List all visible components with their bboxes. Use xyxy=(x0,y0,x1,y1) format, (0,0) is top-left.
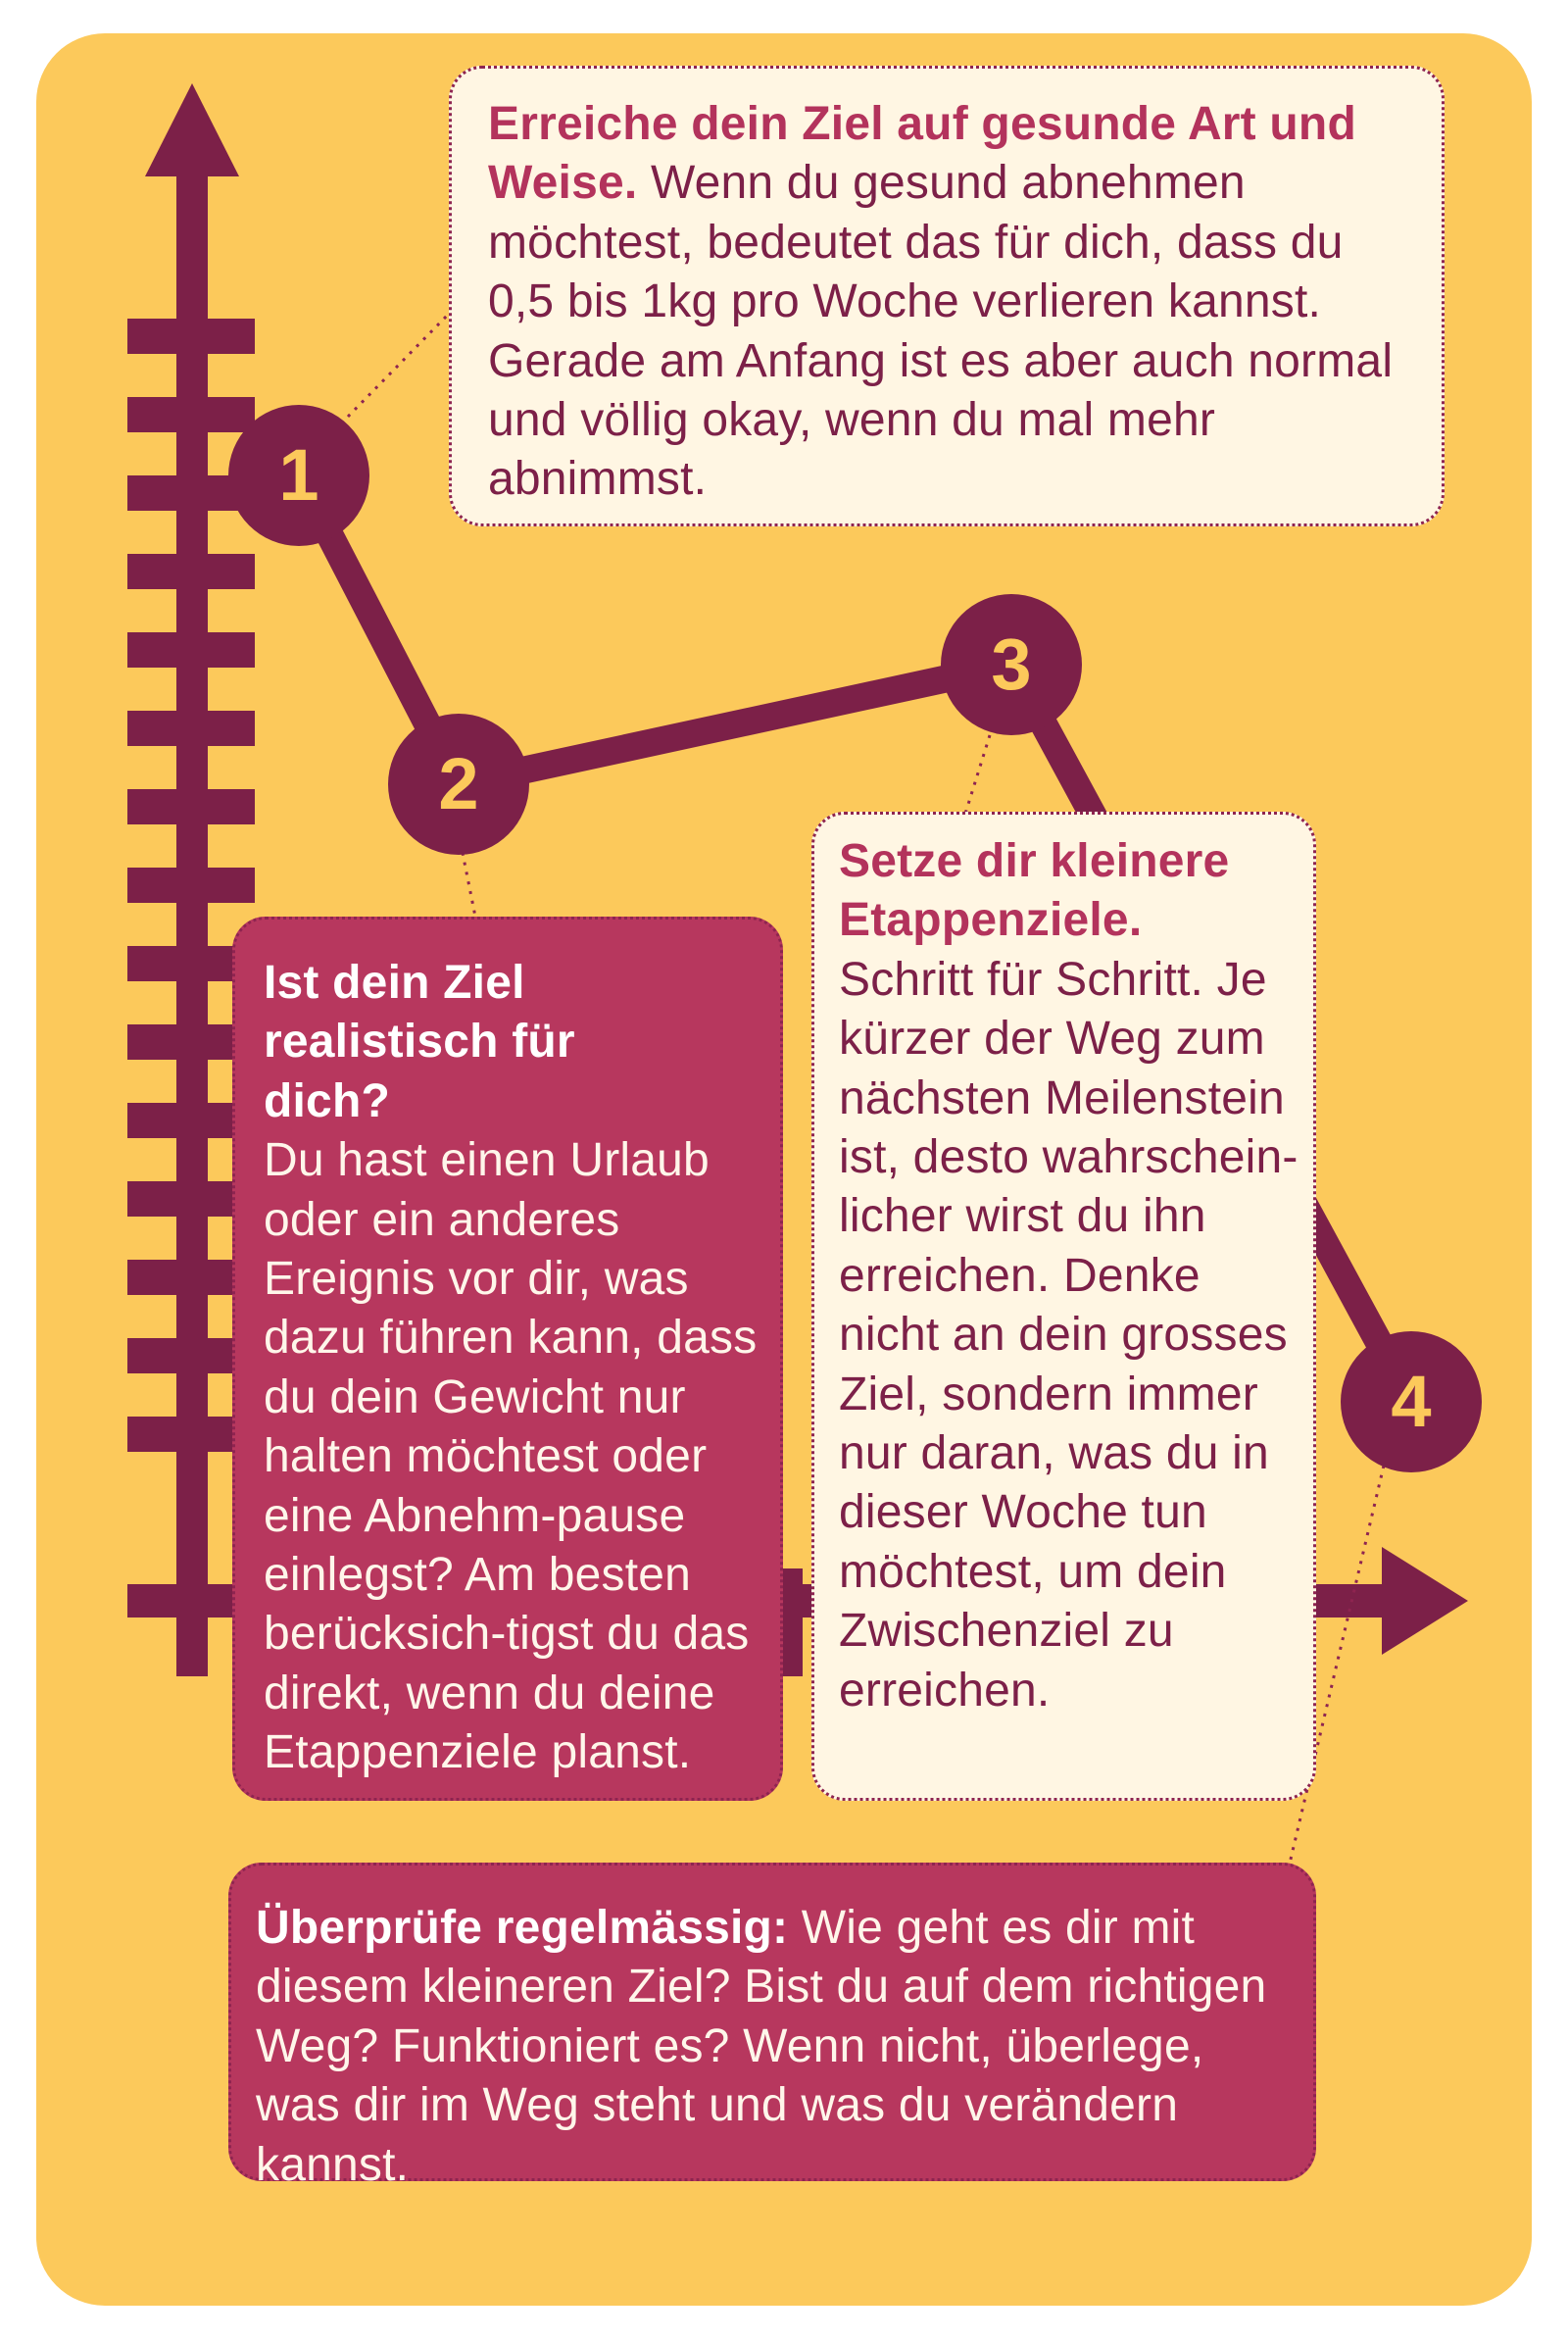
step-3-marker: 3 xyxy=(941,594,1082,735)
x-axis-arrow-icon xyxy=(1382,1547,1468,1655)
y-axis-tick xyxy=(127,554,255,589)
step-1-text: Erreiche dein Ziel auf gesunde Art und W… xyxy=(488,95,1422,510)
step-1-body: Wenn du gesund abnehmen möchtest, bedeut… xyxy=(488,157,1394,506)
step-4-marker: 4 xyxy=(1341,1331,1482,1472)
step-1-marker: 1 xyxy=(228,405,369,546)
y-axis-tick xyxy=(127,868,255,903)
step-2-box: Ist dein Ziel realistisch für dich? Du ha… xyxy=(232,917,783,1801)
y-axis-ticks xyxy=(127,319,255,1452)
step-2-text: Ist dein Ziel realistisch für dich? Du ha… xyxy=(264,954,766,1783)
step-4-body: Wie geht es dir mit diesem kleineren Zie… xyxy=(256,1902,1267,2191)
leader-lines xyxy=(346,312,1386,1868)
step-3-heading: Setze dir kleinere Etappenziele. xyxy=(839,835,1230,947)
step-1-heading: Erreiche dein Ziel auf gesunde Art und W… xyxy=(488,98,1356,210)
step-3-text: Setze dir kleinere Etappenziele. Schritt … xyxy=(839,832,1301,1720)
y-axis xyxy=(127,83,255,1676)
y-axis-arrow-icon xyxy=(145,83,239,176)
step-2-heading: Ist dein Ziel realistisch für dich? xyxy=(264,957,575,1127)
step-2-body: Du hast einen Urlaub oder ein anderes Er… xyxy=(264,1134,758,1779)
step-2-marker: 2 xyxy=(388,714,529,855)
step-4-text: Überprüfe regelmässig: Wie geht es dir m… xyxy=(256,1899,1292,2195)
y-axis-tick xyxy=(127,319,255,354)
step-3-body: Schritt für Schritt. Je kürzer der Weg z… xyxy=(839,953,1298,1717)
y-axis-tick xyxy=(127,789,255,824)
y-axis-tick xyxy=(127,711,255,746)
step-3-box: Setze dir kleinere Etappenziele. Schritt … xyxy=(811,812,1316,1801)
step-1-box: Erreiche dein Ziel auf gesunde Art und W… xyxy=(449,66,1445,526)
step-4-heading: Überprüfe regelmässig: xyxy=(256,1902,789,1954)
y-axis-tick xyxy=(127,397,255,432)
y-axis-tick xyxy=(127,632,255,668)
step-4-box: Überprüfe regelmässig: Wie geht es dir m… xyxy=(228,1863,1316,2191)
